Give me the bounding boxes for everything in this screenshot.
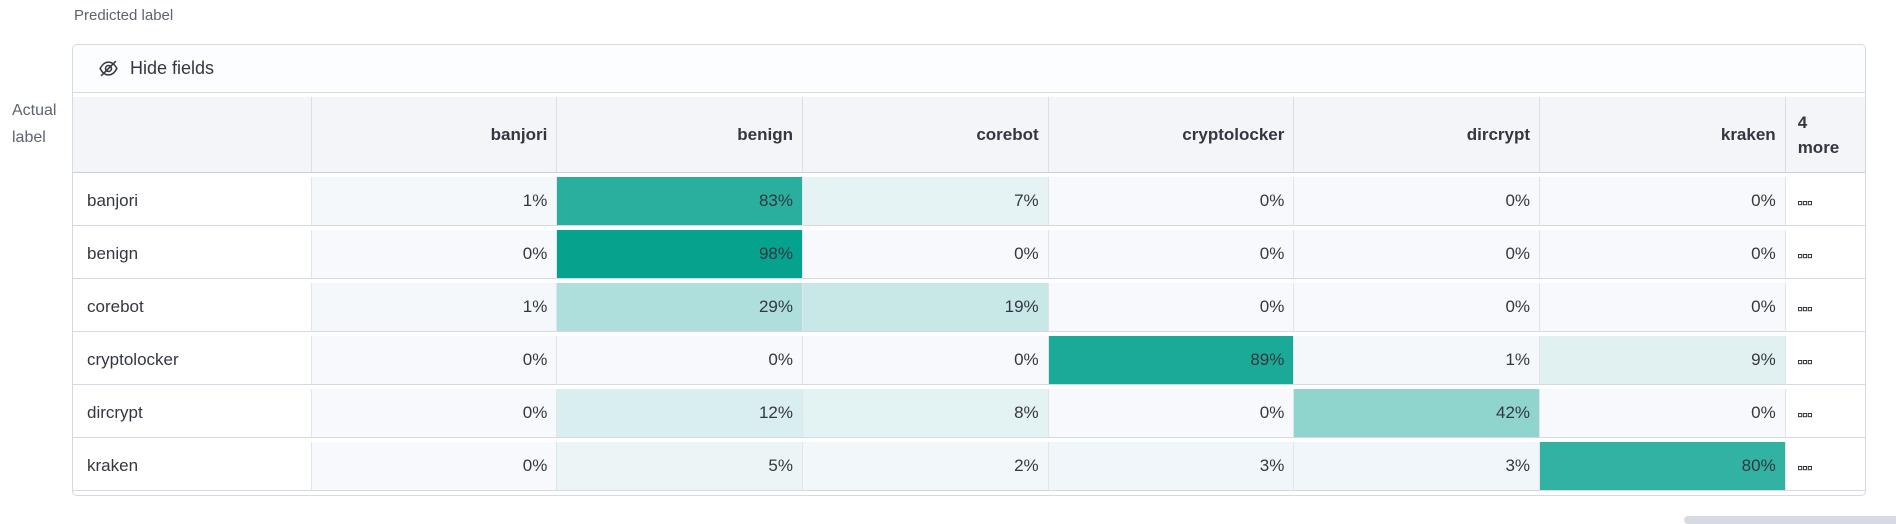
matrix-cell[interactable]: 0% [1048,283,1295,332]
more-header-line2: more [1797,137,1840,157]
matrix-row-corebot: corebot 1% 29% 19% 0% 0% 0% [73,283,1865,332]
matrix-cell[interactable]: 0% [1048,389,1295,438]
row-label[interactable]: dircrypt [73,389,312,438]
matrix-cell[interactable]: 0% [1294,230,1541,279]
row-label[interactable]: banjori [73,177,312,226]
matrix-cell[interactable]: 0% [1540,389,1786,438]
matrix-cell[interactable]: 83% [557,177,803,226]
column-header-dircrypt[interactable]: dircrypt [1294,97,1541,173]
column-header-more[interactable]: 4 more [1785,97,1865,173]
matrix-cell[interactable]: 0% [1540,283,1786,332]
matrix-cell[interactable]: 1% [1294,336,1541,385]
more-actions-cell[interactable] [1785,336,1865,385]
more-actions-cell[interactable] [1785,442,1865,491]
matrix-cell[interactable]: 0% [311,389,558,438]
confusion-matrix-panel: Hide fields banjori benign corebot cryptolo… [72,44,1866,496]
boxes-horizontal-icon [1797,201,1812,206]
more-actions-cell[interactable] [1785,283,1865,332]
matrix-cell[interactable]: 3% [1294,442,1541,491]
row-label[interactable]: benign [73,230,312,279]
matrix-cell[interactable]: 19% [803,283,1049,332]
boxes-horizontal-icon [1797,413,1812,418]
matrix-cell[interactable]: 2% [803,442,1049,491]
matrix-cell[interactable]: 7% [803,177,1049,226]
matrix-cell[interactable]: 1% [311,283,558,332]
matrix-cell[interactable]: 89% [1048,336,1295,385]
confusion-matrix-table: banjori benign corebot cryptolocker dircrypt… [73,93,1865,495]
matrix-cell[interactable]: 29% [557,283,803,332]
column-header-kraken[interactable]: kraken [1540,97,1786,173]
hide-fields-button[interactable]: Hide fields [98,58,214,79]
matrix-cell[interactable]: 0% [803,336,1049,385]
matrix-cell[interactable]: 0% [1540,230,1786,279]
matrix-cell[interactable]: 0% [557,336,803,385]
grid-toolbar: Hide fields [73,45,1865,93]
matrix-cell[interactable]: 0% [311,336,558,385]
actual-axis-label-line2: label [12,129,46,146]
row-label[interactable]: corebot [73,283,312,332]
predicted-axis-label: Predicted label [74,7,174,24]
matrix-cell[interactable]: 1% [311,177,558,226]
boxes-horizontal-icon [1797,466,1812,471]
boxes-horizontal-icon [1797,307,1812,312]
column-header-row: banjori benign corebot cryptolocker dircrypt… [73,97,1865,173]
matrix-row-kraken: kraken 0% 5% 2% 3% 3% 80% [73,442,1865,491]
matrix-cell[interactable]: 8% [803,389,1049,438]
row-label[interactable]: cryptolocker [73,336,312,385]
matrix-row-benign: benign 0% 98% 0% 0% 0% 0% [73,230,1865,279]
matrix-cell[interactable]: 0% [1540,177,1786,226]
matrix-cell[interactable]: 0% [311,230,558,279]
more-actions-cell[interactable] [1785,389,1865,438]
matrix-cell[interactable]: 12% [557,389,803,438]
matrix-cell[interactable]: 5% [557,442,803,491]
horizontal-scrollbar-thumb[interactable] [1684,516,1896,524]
column-header-cryptolocker[interactable]: cryptolocker [1048,97,1295,173]
boxes-horizontal-icon [1797,360,1812,365]
matrix-cell[interactable]: 0% [803,230,1049,279]
more-actions-cell[interactable] [1785,177,1865,226]
corner-header-cell [73,97,312,173]
matrix-cell[interactable]: 3% [1048,442,1295,491]
more-actions-cell[interactable] [1785,230,1865,279]
matrix-cell[interactable]: 98% [557,230,803,279]
column-header-corebot[interactable]: corebot [803,97,1049,173]
matrix-cell[interactable]: 0% [1048,177,1295,226]
actual-axis-label: Actual label [12,97,56,151]
hide-fields-label: Hide fields [130,58,215,78]
matrix-cell[interactable]: 9% [1540,336,1786,385]
matrix-cell[interactable]: 80% [1540,442,1786,491]
matrix-cell[interactable]: 0% [311,442,558,491]
matrix-cell[interactable]: 0% [1294,177,1541,226]
row-label[interactable]: kraken [73,442,312,491]
column-header-benign[interactable]: benign [557,97,803,173]
actual-axis-label-line1: Actual [12,102,57,119]
matrix-cell[interactable]: 0% [1048,230,1295,279]
boxes-horizontal-icon [1797,254,1812,259]
column-header-banjori[interactable]: banjori [311,97,558,173]
matrix-row-banjori: banjori 1% 83% 7% 0% 0% 0% [73,177,1865,226]
matrix-cell[interactable]: 0% [1294,283,1541,332]
more-header-line1: 4 [1797,112,1808,132]
matrix-row-cryptolocker: cryptolocker 0% 0% 0% 89% 1% 9% [73,336,1865,385]
matrix-row-dircrypt: dircrypt 0% 12% 8% 0% 42% 0% [73,389,1865,438]
matrix-cell[interactable]: 42% [1294,389,1541,438]
eye-closed-icon [98,58,119,79]
